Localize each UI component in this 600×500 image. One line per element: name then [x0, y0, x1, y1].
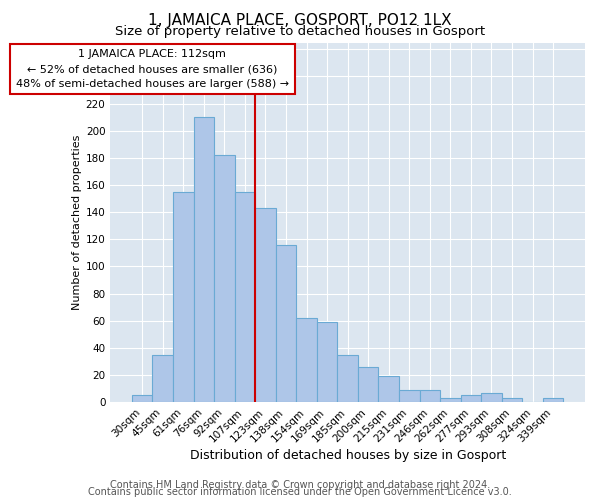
- Bar: [173, 192, 194, 402]
- Bar: [317, 322, 337, 402]
- Bar: [399, 390, 419, 402]
- Text: Contains public sector information licensed under the Open Government Licence v3: Contains public sector information licen…: [88, 487, 512, 497]
- Bar: [214, 155, 235, 402]
- Bar: [194, 117, 214, 402]
- Bar: [440, 398, 461, 402]
- Bar: [481, 392, 502, 402]
- Bar: [132, 396, 152, 402]
- Bar: [337, 354, 358, 402]
- Bar: [152, 354, 173, 402]
- Bar: [358, 367, 379, 402]
- Text: 1, JAMAICA PLACE, GOSPORT, PO12 1LX: 1, JAMAICA PLACE, GOSPORT, PO12 1LX: [148, 12, 452, 28]
- Text: Size of property relative to detached houses in Gosport: Size of property relative to detached ho…: [115, 25, 485, 38]
- Bar: [419, 390, 440, 402]
- Bar: [235, 192, 255, 402]
- Bar: [276, 245, 296, 402]
- Bar: [296, 318, 317, 402]
- Bar: [379, 376, 399, 402]
- X-axis label: Distribution of detached houses by size in Gosport: Distribution of detached houses by size …: [190, 450, 506, 462]
- Bar: [502, 398, 523, 402]
- Text: Contains HM Land Registry data © Crown copyright and database right 2024.: Contains HM Land Registry data © Crown c…: [110, 480, 490, 490]
- Bar: [461, 396, 481, 402]
- Y-axis label: Number of detached properties: Number of detached properties: [71, 134, 82, 310]
- Text: 1 JAMAICA PLACE: 112sqm
← 52% of detached houses are smaller (636)
48% of semi-d: 1 JAMAICA PLACE: 112sqm ← 52% of detache…: [16, 50, 289, 89]
- Bar: [255, 208, 276, 402]
- Bar: [543, 398, 563, 402]
